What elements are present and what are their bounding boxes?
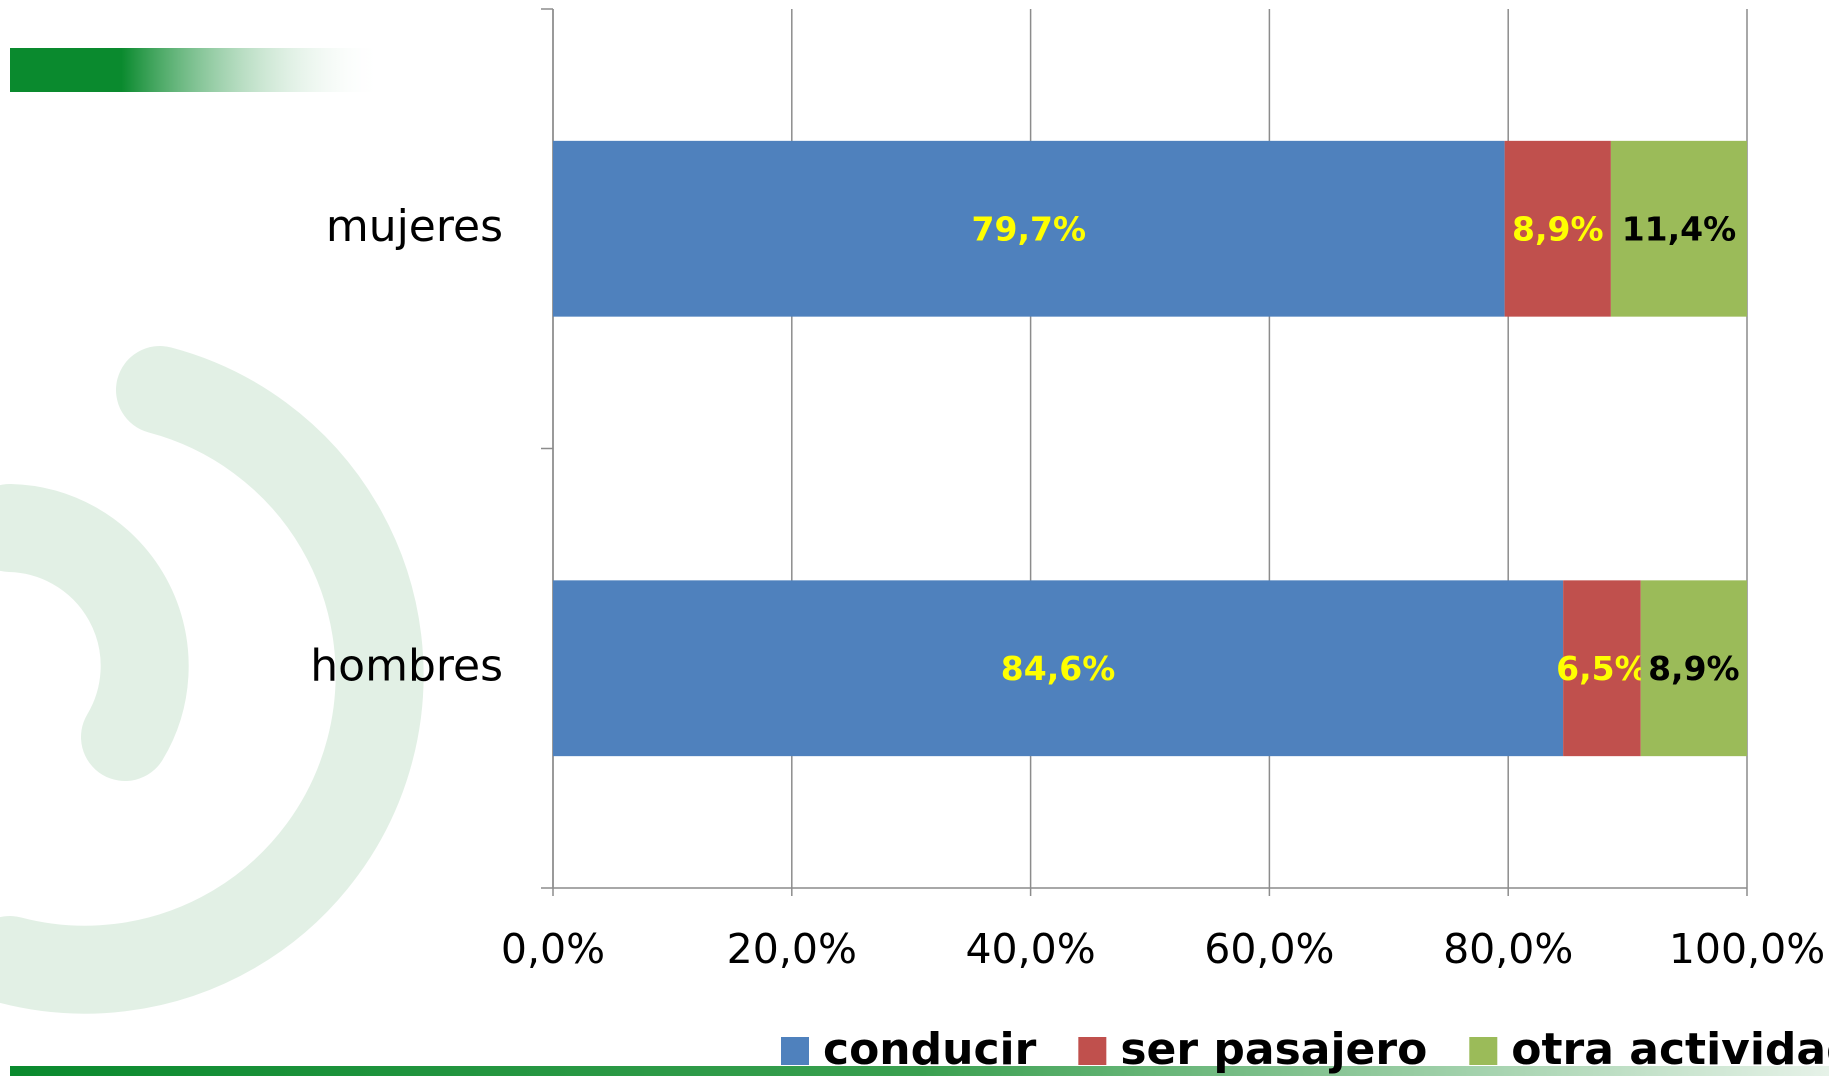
x-tick-label: 0,0% xyxy=(501,925,605,973)
x-tick-label: 60,0% xyxy=(1204,925,1334,973)
data-label: 6,5% xyxy=(1556,649,1648,688)
legend-label: ser pasajero xyxy=(1120,1024,1427,1075)
data-label: 11,4% xyxy=(1622,209,1737,248)
legend-label: conducir xyxy=(823,1024,1037,1075)
x-tick-label: 80,0% xyxy=(1443,925,1573,973)
data-label: 8,9% xyxy=(1512,209,1604,248)
category-label: mujeres xyxy=(326,201,503,252)
x-tick-label: 40,0% xyxy=(965,925,1095,973)
x-tick-label: 100,0% xyxy=(1669,925,1825,973)
data-label: 8,9% xyxy=(1648,649,1740,688)
data-label: 84,6% xyxy=(1001,649,1116,688)
data-label: 79,7% xyxy=(972,209,1087,248)
category-label: hombres xyxy=(310,640,503,691)
legend-swatch xyxy=(1078,1037,1106,1065)
x-tick-label: 20,0% xyxy=(727,925,857,973)
legend-swatch xyxy=(1469,1037,1497,1065)
legend-label: otra actividad xyxy=(1511,1024,1829,1075)
legend-swatch xyxy=(781,1037,809,1065)
chart: 0,0% 20,0% 40,0% 60,0% 80,0% 100,0% mujeres 79,… xyxy=(0,0,1829,1076)
